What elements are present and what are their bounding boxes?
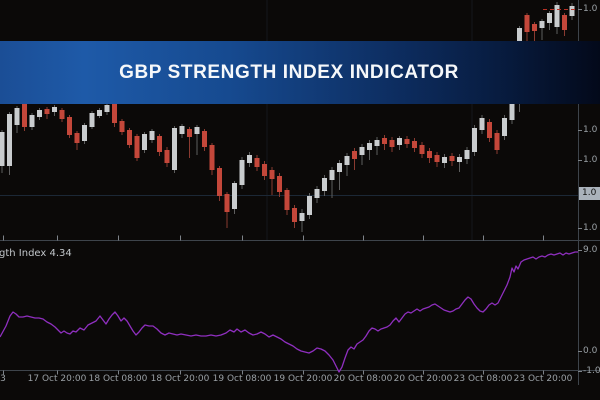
candle-body [547,13,552,23]
candle-body [367,143,372,150]
indicator-axis-label: -1.0 [583,366,600,376]
candle-body [22,104,27,127]
candle-body [359,147,365,155]
candle-body [569,6,575,16]
indicator-line [0,251,578,373]
indicator-label: gth Index 4.34 [0,248,72,259]
candle-body [442,157,447,163]
candle-body [292,208,297,222]
candle-body [127,130,132,145]
indicator-axis-label: 9.0 [583,245,598,255]
time-axis-label: 17 Oct 20:00 [27,374,87,384]
candle-body [74,133,80,143]
candle-body [52,107,57,112]
price-axis-label: 1.0 [583,4,598,14]
candle-body [397,138,402,145]
candle-body [134,136,140,158]
candle-body [472,128,477,152]
candle-body [412,141,417,148]
candle-body [427,151,432,158]
candle-body [449,156,455,161]
candle-body [344,156,350,165]
candle-body [149,131,155,140]
candle-body [89,113,95,127]
candle-body [239,160,245,185]
candle-body [337,163,342,172]
time-axis-label: 23 Oct 20:00 [513,374,573,384]
candle-body [194,127,200,134]
candle-body [104,105,110,112]
candle-body [179,126,185,134]
candle-body [37,110,42,117]
candle-body [67,117,72,135]
candle-body [382,138,387,144]
candle-body [307,196,312,215]
candle-body [554,5,560,27]
candle-body [329,170,335,180]
time-axis-label: 19 Oct 20:00 [273,374,333,384]
candle-body [352,151,357,159]
candle-body [494,133,500,150]
candle-body [562,15,567,30]
candle-body [502,118,507,136]
candle-body [464,150,470,159]
promo-banner: GBP STRENGTH INDEX INDICATOR [0,41,600,104]
candle-body [97,110,102,116]
time-axis-label: 20 Oct 20:00 [393,374,453,384]
time-axis-label: 18 Oct 20:00 [150,374,210,384]
price-axis-label: 1.0 [583,155,598,165]
candle-body [299,213,305,221]
candle-body [269,170,275,179]
price-axis-label: 1.0 [583,223,598,233]
candle-body [14,108,20,125]
time-axis-label: 20 Oct 08:00 [333,374,393,384]
candle-body [374,140,380,146]
candle-body [29,115,35,127]
candle-body [389,140,395,147]
candle-body [142,134,147,150]
candle-body [164,150,170,163]
candle-body [119,121,125,132]
candle-body [7,114,12,166]
candle-body [44,109,50,114]
candle-body [224,194,230,212]
candle-body [254,158,260,167]
candle-body [277,176,282,192]
candle-body [82,125,87,141]
candle-body [0,132,5,166]
candle-body [419,145,425,154]
candle-body [479,118,485,130]
candle-body [217,168,222,196]
candle-body [487,122,492,138]
candle-body [172,128,177,170]
candle-body [187,129,192,137]
banner-title: GBP STRENGTH INDEX INDICATOR [119,61,459,83]
candle-body [524,15,530,32]
candle-body [284,190,290,210]
indicator-axis-label: 0.0 [583,346,598,356]
candle-body [434,155,440,162]
time-axis-label: 18 Oct 08:00 [88,374,148,384]
candle-body [457,157,462,162]
candle-body [157,136,162,152]
time-axis-label: 23 Oct 08:00 [453,374,513,384]
candle-body [262,164,267,176]
price-axis-label: 1.0 [583,125,598,135]
candle-body [232,183,237,209]
candle-body [539,21,545,28]
candle-body [247,155,252,163]
current-price-box: 1.0 [579,187,600,200]
candle-body [202,131,207,147]
time-axis-label: 3 [0,374,6,384]
candle-body [209,145,215,170]
candle-body [314,189,320,198]
candle-body [404,139,410,144]
candle-body [322,178,327,191]
candle-body [112,104,117,123]
candle-body [59,110,65,119]
time-axis-label: 19 Oct 08:00 [212,374,272,384]
candle-body [532,24,537,31]
